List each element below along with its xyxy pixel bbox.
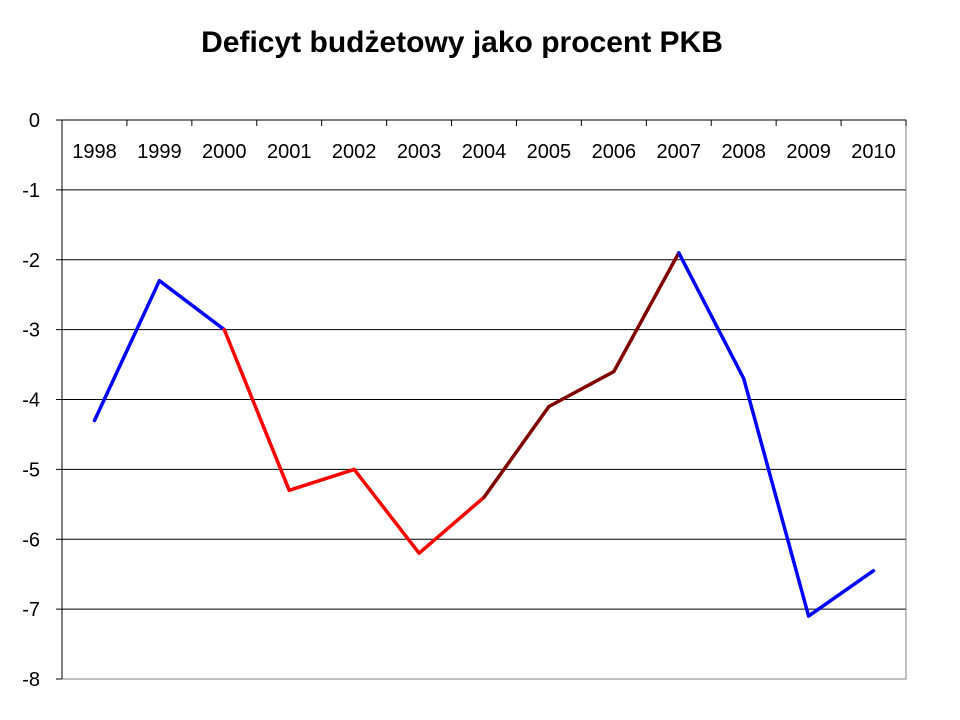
y-tick-label: -2: [22, 250, 40, 272]
x-category-label: 2005: [527, 141, 572, 163]
y-tick-label: -5: [22, 459, 40, 481]
x-category-label: 2010: [851, 141, 896, 163]
x-category-label: 2000: [202, 141, 247, 163]
y-tick-label: -1: [22, 180, 40, 202]
x-category-label: 2003: [397, 141, 442, 163]
y-tick-label: -4: [22, 390, 40, 412]
x-category-label: 2002: [332, 141, 377, 163]
plot-frame: [56, 119, 907, 680]
series-line-segment: [92, 278, 227, 423]
y-tick-label: -3: [22, 320, 40, 342]
y-tick-label: -8: [22, 669, 40, 691]
x-category-label: 2001: [267, 141, 312, 163]
x-category-label: 1999: [137, 141, 182, 163]
deficit-series: [92, 251, 876, 618]
series-line-segment: [482, 251, 681, 500]
series-line-segment: [222, 327, 486, 555]
x-category-label: 1998: [72, 141, 117, 163]
series-line-segment: [677, 251, 876, 618]
y-tick-label: -7: [22, 599, 40, 621]
gridlines: [62, 189, 906, 610]
chart-title: Deficyt budżetowy jako procent PKB: [201, 26, 723, 59]
x-category-label: 2004: [462, 141, 507, 163]
x-category-label: 2008: [721, 141, 766, 163]
y-tick-label: -6: [22, 529, 40, 551]
x-axis-category-labels: 1998 1999 2000 2001 2002 2003 2004 2005 2006 2007…: [72, 141, 896, 163]
x-category-label: 2007: [657, 141, 702, 163]
y-axis-tick-labels: 0 -1 -2 -3 -4 -5 -6 -7 -8: [22, 110, 40, 691]
x-category-label: 2006: [592, 141, 637, 163]
y-tick-label: 0: [29, 110, 40, 132]
x-category-label: 2009: [786, 141, 831, 163]
